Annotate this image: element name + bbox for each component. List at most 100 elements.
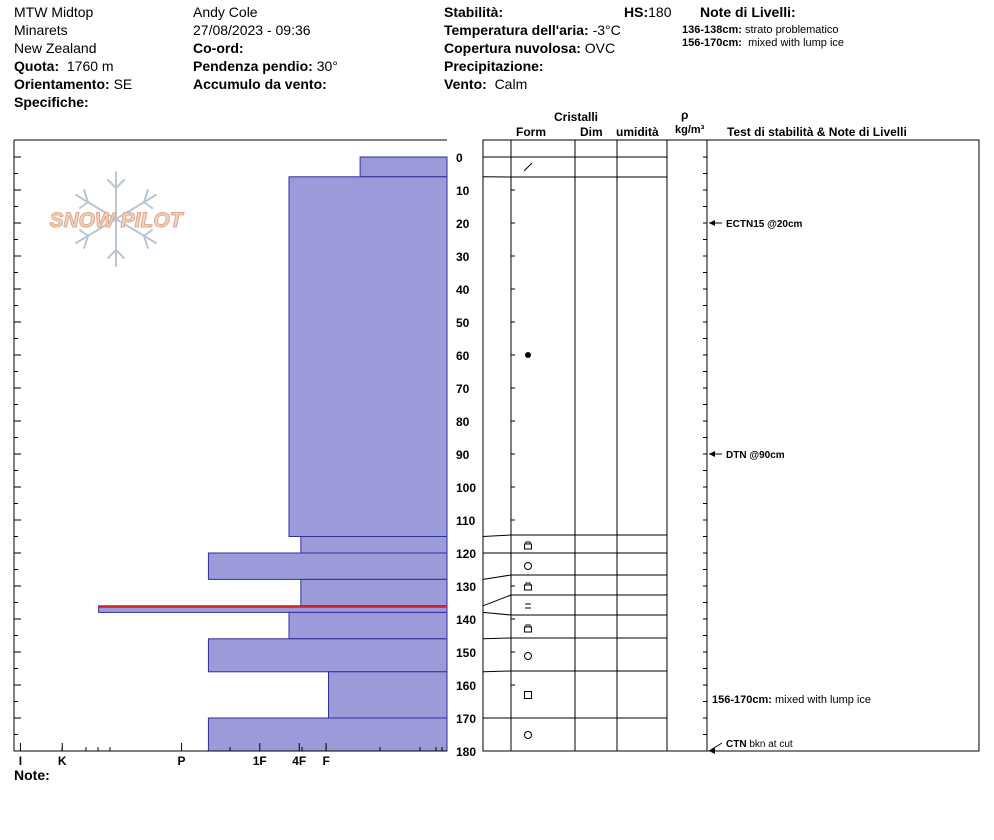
slope-row: Pendenza pendio: 30° [193,58,338,74]
depth-label-40: 40 [456,283,470,297]
hardness-label-F: F [322,754,329,768]
hardness-label-K: K [58,754,67,768]
depth-label-20: 20 [456,217,470,231]
wind-label: Vento: [444,76,487,92]
crystal-form-circle-icon [524,652,532,660]
hardness-layer-2 [288,176,448,538]
test-arrow-icon [709,220,715,226]
crystal-form-slash-icon [523,162,533,172]
form-header: Form [516,125,546,139]
hardness-layer-4 [207,552,448,580]
air-temp-row: Temperatura dell'aria: -3°C [444,22,621,38]
sky-label: Copertura nuvolosa: [444,40,581,56]
depth-label-0: 0 [456,151,463,165]
hardness-label-I: I [19,754,22,768]
hardness-layer-9 [328,671,448,719]
aspect-label: Orientamento: [14,76,110,92]
layer-note-2: 156-170cm: mixed with lump ice [682,37,844,50]
hardness-label-4F: 4F [292,754,306,768]
rho-header: ρ [681,108,689,122]
coord-label: Co-ord: [193,40,244,56]
hardness-layer-8 [207,638,448,673]
crystals-header: Cristalli [554,110,599,124]
layer-notes-title: Note di Livelli: [700,4,796,20]
hardness-layer-10 [207,717,448,752]
layer-note-1-range: 136-138cm: [682,24,742,36]
moisture-header: umidità [616,125,659,139]
depth-label-90: 90 [456,448,470,462]
stability-test-3: CTN bkn at cut [726,739,793,750]
depth-label-70: 70 [456,382,470,396]
hardness-layer-3 [300,536,448,554]
aspect-row: Orientamento: SE [14,76,132,92]
depth-label-160: 160 [456,679,476,693]
depth-label-30: 30 [456,250,470,264]
layer-connector [482,594,512,607]
notes-label: Note: [14,767,50,783]
layer-connector [482,637,512,640]
layer-connector [482,670,512,673]
wind-loading-label: Accumulo da vento: [193,76,327,92]
air-temp-value: -3°C [592,22,621,38]
tests-header: Test di stabilità & Note di Livelli [727,125,907,139]
density-unit-header: kg/m³ [675,124,705,136]
depth-label-110: 110 [456,514,476,528]
wind-row: Vento: Calm [444,76,527,92]
hardness-label-P: P [178,754,186,768]
depth-label-60: 60 [456,349,470,363]
depth-label-140: 140 [456,613,476,627]
hardness-layer-7 [288,611,448,640]
observer-name: Andy Cole [193,4,258,20]
depth-label-120: 120 [456,547,476,561]
size-header: Dim [580,125,603,139]
depth-label-150: 150 [456,646,476,660]
layer-connector [482,611,512,616]
layer-note-1-text: strato problematico [745,24,839,36]
crystal-form-dot-icon [525,352,531,358]
hs-row: HS:180 [624,4,671,20]
hardness-layer-1 [359,156,448,178]
snowpilot-logo-text: SNOW PILOT [50,209,185,232]
depth-label-10: 10 [456,184,470,198]
elevation-label: Quota: [14,58,60,74]
layer-note-1: 136-138cm: strato problematico [682,24,839,37]
layer-connector [482,574,512,580]
layer-connector [482,534,512,537]
crystal-form-circle-icon [524,562,532,570]
depth-label-180: 180 [456,745,476,759]
slope-value: 30° [316,58,338,74]
layer-note-2-range: 156-170cm: [682,37,742,49]
crystal-form-circle-icon [524,731,532,739]
air-temp-label: Temperatura dell'aria: [444,22,589,38]
hardness-layer-5 [300,578,448,607]
test-arrow-icon [709,748,715,754]
country-name: New Zealand [14,40,97,56]
elevation-value: 1760 m [66,58,114,74]
elevation-row: Quota: 1760 m [14,58,114,74]
depth-label-130: 130 [456,580,476,594]
layer-annotation-1: 156-170cm: mixed with lump ice [712,694,871,706]
crystal-form-lock-icon [524,624,532,633]
test-arrow-icon [709,451,715,457]
wind-value: Calm [494,76,528,92]
crystal-form-lock-icon [524,541,532,550]
sky-row: Copertura nuvolosa: OVC [444,40,615,56]
layer-table-frame [482,139,980,752]
crystal-form-equals-icon [525,603,531,609]
stability-test-2: DTN @90cm [726,450,785,461]
slope-label: Pendenza pendio: [193,58,313,74]
depth-label-100: 100 [456,481,476,495]
crystal-form-lock-icon [524,582,532,591]
test-leader-line [708,742,723,752]
precip-label: Precipitazione: [444,58,544,74]
hardness-label-1F: 1F [253,754,267,768]
depth-label-170: 170 [456,712,476,726]
hs-value: 180 [648,4,672,20]
layer-note-2-text: mixed with lump ice [748,37,845,49]
hs-label: HS: [624,4,649,20]
stability-label: Stabilità: [444,4,504,20]
crystal-form-square-icon [524,691,532,699]
specifics-label: Specifiche: [14,94,89,110]
stability-test-1: ECTN15 @20cm [726,219,803,230]
